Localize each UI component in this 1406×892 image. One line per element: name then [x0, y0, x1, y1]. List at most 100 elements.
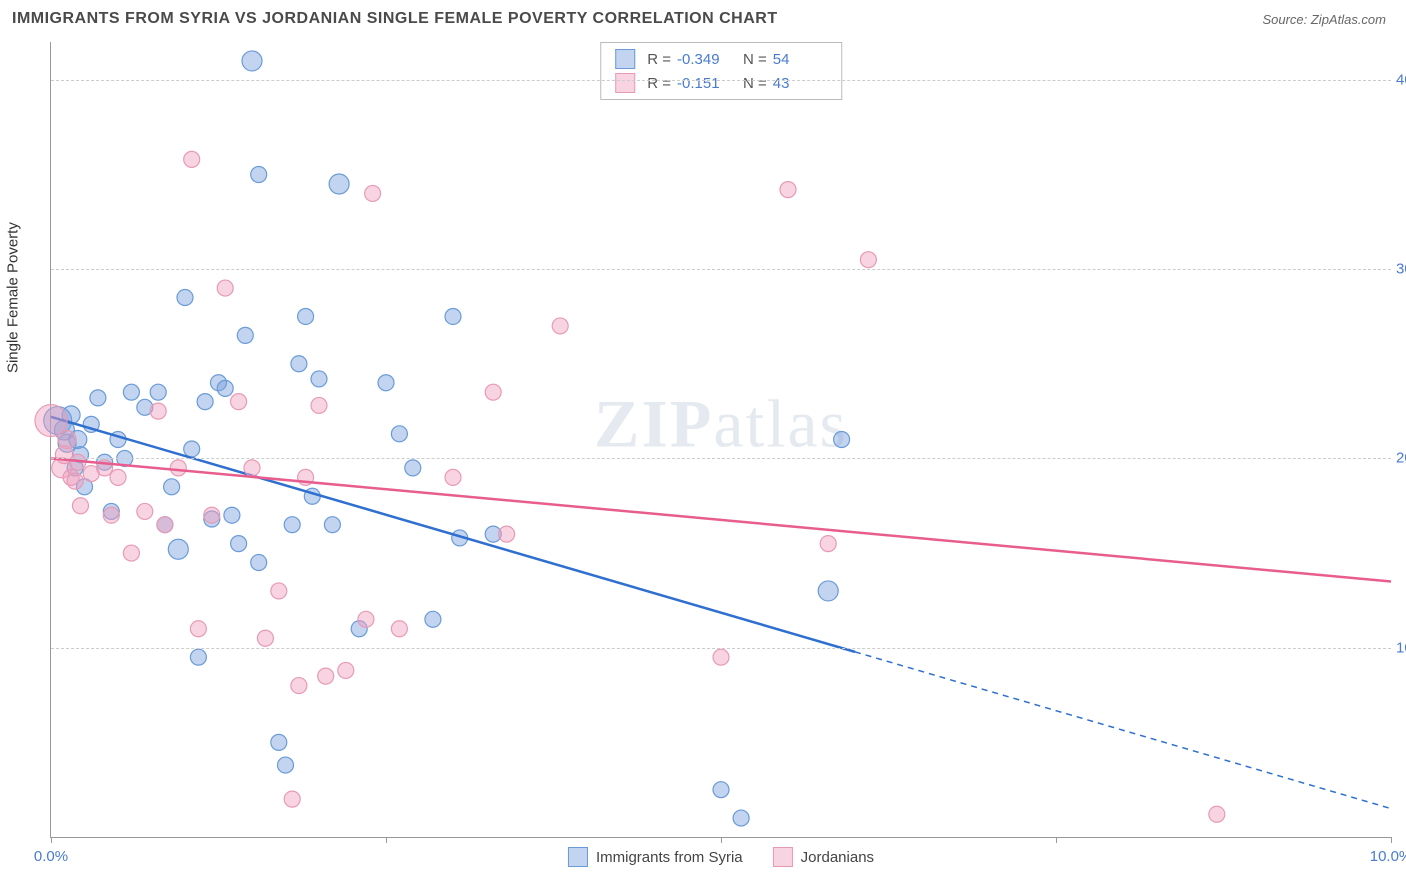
data-point [197, 394, 213, 410]
data-point [150, 403, 166, 419]
syria-legend-swatch-icon [568, 847, 588, 867]
data-point [157, 517, 173, 533]
y-tick-label: 40.0% [1396, 71, 1406, 88]
data-point [251, 167, 267, 183]
data-point [190, 649, 206, 665]
data-point [284, 517, 300, 533]
data-point [231, 536, 247, 552]
data-point [217, 380, 233, 396]
data-point [391, 426, 407, 442]
gridline [51, 648, 1391, 649]
data-point [445, 308, 461, 324]
chart-plot-area: Single Female Poverty ZIPatlas R = -0.34… [50, 42, 1391, 838]
data-point [780, 182, 796, 198]
jordan-swatch-icon [615, 73, 635, 93]
syria-swatch-icon [615, 49, 635, 69]
n-label: N = [743, 75, 767, 92]
gridline [51, 80, 1391, 81]
data-point [713, 649, 729, 665]
data-point [123, 384, 139, 400]
data-point [190, 621, 206, 637]
y-tick-label: 20.0% [1396, 450, 1406, 467]
data-point [365, 185, 381, 201]
data-point [90, 390, 106, 406]
data-point [231, 394, 247, 410]
trend-line-extrapolated [855, 652, 1391, 809]
data-point [103, 507, 119, 523]
r-label: R = [647, 51, 671, 68]
r-label: R = [647, 75, 671, 92]
data-point [358, 611, 374, 627]
data-point [237, 327, 253, 343]
x-tick-label: 10.0% [1370, 848, 1406, 865]
data-point [445, 469, 461, 485]
n-label: N = [743, 51, 767, 68]
data-point [338, 662, 354, 678]
chart-title: IMMIGRANTS FROM SYRIA VS JORDANIAN SINGL… [12, 10, 778, 28]
x-tick [386, 837, 387, 843]
data-point [391, 621, 407, 637]
data-point [170, 460, 186, 476]
legend-item-syria: Immigrants from Syria [568, 847, 743, 867]
data-point [860, 252, 876, 268]
jordan-r-value: -0.151 [677, 75, 731, 92]
x-tick-label: 0.0% [34, 848, 68, 865]
data-point [733, 810, 749, 826]
x-tick [1056, 837, 1057, 843]
source-attribution: Source: ZipAtlas.com [1262, 12, 1386, 27]
data-point [184, 441, 200, 457]
data-point [242, 51, 262, 71]
data-point [311, 371, 327, 387]
data-point [72, 498, 88, 514]
data-point [123, 545, 139, 561]
data-point [405, 460, 421, 476]
jordan-n-value: 43 [773, 75, 827, 92]
source-name: ZipAtlas.com [1311, 12, 1386, 27]
data-point [177, 290, 193, 306]
data-point [257, 630, 273, 646]
data-point [818, 581, 838, 601]
data-point [713, 782, 729, 798]
data-point [110, 469, 126, 485]
syria-legend-label: Immigrants from Syria [596, 849, 743, 866]
data-point [311, 397, 327, 413]
legend-item-jordan: Jordanians [773, 847, 874, 867]
data-point [168, 539, 188, 559]
syria-r-value: -0.349 [677, 51, 731, 68]
data-point [324, 517, 340, 533]
data-point [834, 432, 850, 448]
data-point [329, 174, 349, 194]
data-point [58, 431, 76, 449]
data-point [425, 611, 441, 627]
gridline [51, 458, 1391, 459]
trend-line [51, 417, 855, 652]
correlation-row-syria: R = -0.349 N = 54 [615, 47, 827, 71]
data-point [271, 734, 287, 750]
data-point [318, 668, 334, 684]
data-point [184, 151, 200, 167]
jordan-legend-swatch-icon [773, 847, 793, 867]
data-point [278, 757, 294, 773]
gridline [51, 269, 1391, 270]
data-point [271, 583, 287, 599]
data-point [284, 791, 300, 807]
jordan-legend-label: Jordanians [801, 849, 874, 866]
syria-n-value: 54 [773, 51, 827, 68]
data-point [485, 384, 501, 400]
x-tick [721, 837, 722, 843]
data-point [1209, 806, 1225, 822]
y-tick-label: 10.0% [1396, 639, 1406, 656]
data-point [291, 356, 307, 372]
data-point [298, 308, 314, 324]
data-point [820, 536, 836, 552]
chart-header: IMMIGRANTS FROM SYRIA VS JORDANIAN SINGL… [0, 0, 1406, 33]
x-tick [51, 837, 52, 843]
data-point [251, 555, 267, 571]
data-point [217, 280, 233, 296]
data-point [552, 318, 568, 334]
y-axis-label: Single Female Poverty [5, 222, 22, 373]
scatter-svg [51, 42, 1391, 837]
data-point [164, 479, 180, 495]
data-point [67, 473, 83, 489]
data-point [137, 503, 153, 519]
